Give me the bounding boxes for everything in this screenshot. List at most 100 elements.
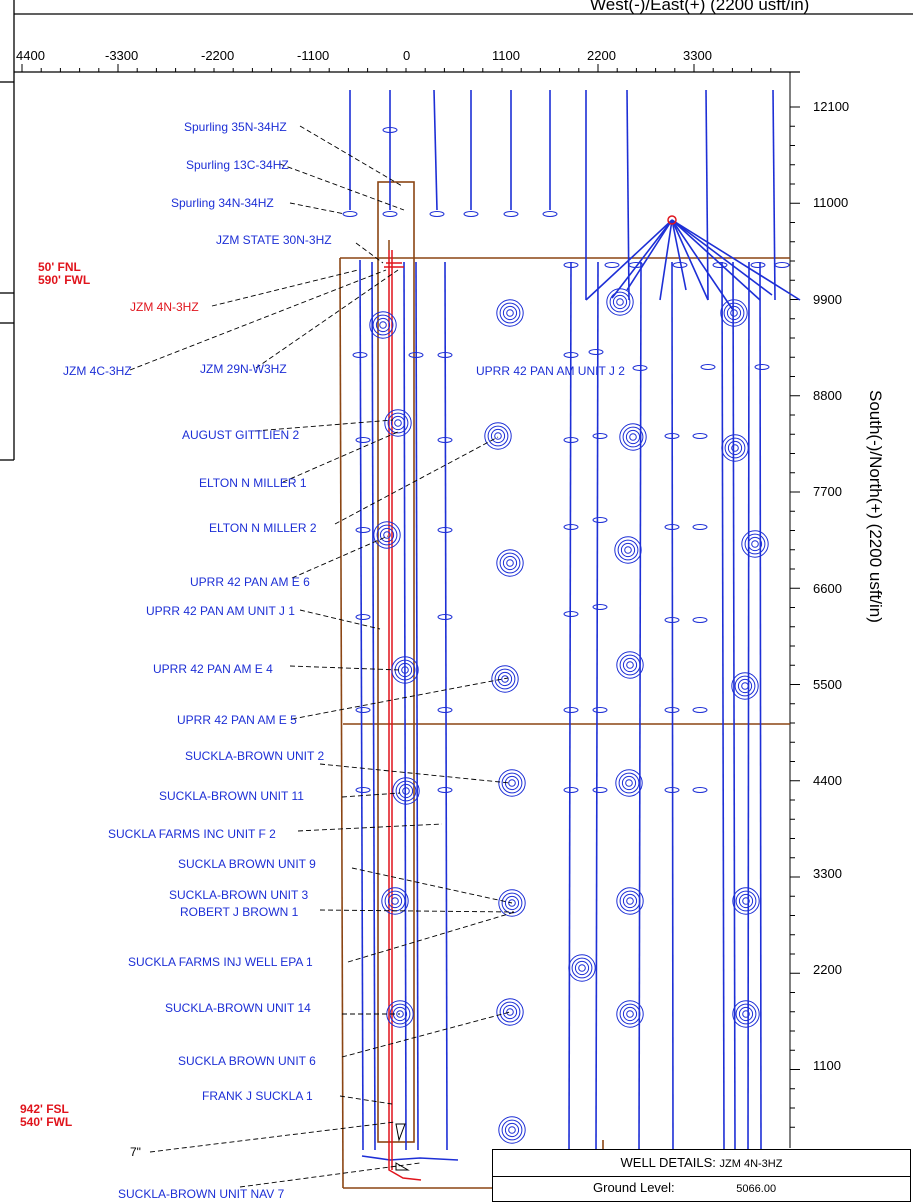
leader-line (255, 269, 399, 369)
well-path (705, 89, 709, 301)
depth-marker (750, 262, 766, 268)
well-path (444, 261, 448, 1151)
well-label: UPRR 42 PAN AM E 4 (153, 662, 273, 676)
well-ring (504, 1122, 520, 1138)
depth-marker (429, 211, 445, 217)
y-tick-label: 9900 (813, 292, 842, 307)
depth-marker (664, 787, 680, 793)
well-ring (487, 425, 509, 447)
casing-symbol (395, 1123, 410, 1171)
well-ring (622, 657, 638, 673)
well-ring (506, 309, 514, 317)
well-ring (501, 1119, 523, 1141)
depth-marker (592, 787, 608, 793)
vertical-well-symbols (369, 288, 769, 1144)
well-ring (379, 527, 395, 543)
depth-marker (437, 787, 453, 793)
well-label: SUCKLA-BROWN UNIT NAV 7 (118, 1187, 285, 1201)
well-ring (496, 299, 524, 327)
depth-marker (754, 364, 770, 370)
depth-marker (355, 614, 371, 620)
depth-marker (355, 787, 371, 793)
well-label: UPRR 42 PAN AM E 6 (190, 575, 310, 589)
frame (0, 0, 913, 461)
depth-marker (563, 707, 579, 713)
well-ring (735, 890, 757, 912)
well-ring (741, 682, 749, 690)
depth-marker (664, 524, 680, 530)
well-ring (395, 780, 417, 802)
well-ring (484, 422, 512, 450)
leader-line (299, 125, 403, 187)
depth-marker (692, 524, 708, 530)
fan-path (585, 219, 673, 301)
leader-line (129, 269, 387, 371)
well-label: SUCKLA-BROWN UNIT 14 (165, 1001, 311, 1015)
well-label: UPRR 42 PAN AM E 5 (177, 713, 297, 727)
fan-path (611, 219, 673, 299)
y-axis-ticks (789, 72, 800, 1148)
depth-marker (774, 262, 790, 268)
depth-marker (437, 437, 453, 443)
y-tick-label: 11000 (813, 195, 849, 210)
leader-line (334, 436, 499, 525)
well-ring (626, 661, 634, 669)
well-ring (624, 546, 632, 554)
well-ring (721, 434, 749, 462)
leader-line (339, 1095, 393, 1105)
fan-path (659, 219, 673, 301)
well-ring (396, 1010, 404, 1018)
well-ring (619, 654, 641, 676)
leader-line (291, 677, 509, 720)
depth-marker (382, 127, 398, 133)
leader-line (347, 911, 516, 963)
ground-level-value: 5066.00 (736, 1183, 777, 1195)
well-ring (622, 893, 638, 909)
depth-marker (664, 707, 680, 713)
well-ring (625, 779, 633, 787)
leader-line (282, 430, 401, 483)
well-ring (730, 309, 738, 317)
well-label: JZM 4C-3HZ (63, 364, 132, 378)
depth-marker (692, 617, 708, 623)
depth-marker (563, 524, 579, 530)
well-ring (387, 893, 403, 909)
well-ring (383, 531, 391, 539)
well-ring (615, 769, 643, 797)
y-tick-label: 8800 (813, 388, 842, 403)
x-tick-label: 3300 (683, 48, 712, 63)
x-axis-ticks (21, 64, 772, 72)
well-label: Spurling 13C-34HZ (186, 158, 289, 172)
depth-marker (563, 262, 579, 268)
well-ring (496, 998, 524, 1026)
well-ring (616, 887, 644, 915)
leader-line (297, 823, 443, 832)
x-tick-label: 1100 (492, 48, 520, 63)
casing-label: 7" (130, 1145, 141, 1159)
x-tick-label: -2200 (201, 48, 235, 63)
leader-line (319, 763, 511, 784)
setback-bottom-fsl: 942' FSL (20, 1102, 69, 1116)
lease-boundaries (339, 181, 790, 1189)
y-tick-label: 6600 (813, 581, 842, 596)
y-tick-label: 5500 (813, 677, 842, 692)
well-ring (751, 540, 759, 548)
depth-marker (592, 707, 608, 713)
well-ring (391, 897, 399, 905)
well-ring (387, 412, 409, 434)
depth-marker (632, 365, 648, 371)
leader-line (149, 1121, 396, 1153)
leader-line (289, 665, 401, 671)
well-ring (498, 889, 526, 917)
ground-level-row: Ground Level: 5066.00 (493, 1177, 910, 1200)
depth-marker (503, 211, 519, 217)
well-ring (616, 1000, 644, 1028)
depth-marker (563, 611, 579, 617)
subject-wellbore (384, 250, 422, 1181)
well-ring (369, 311, 397, 339)
leader-line (341, 792, 401, 798)
fan-path (671, 219, 761, 301)
well-ring (742, 1010, 750, 1018)
x-tick-label: 2200 (587, 48, 616, 63)
well-ring (626, 1010, 634, 1018)
